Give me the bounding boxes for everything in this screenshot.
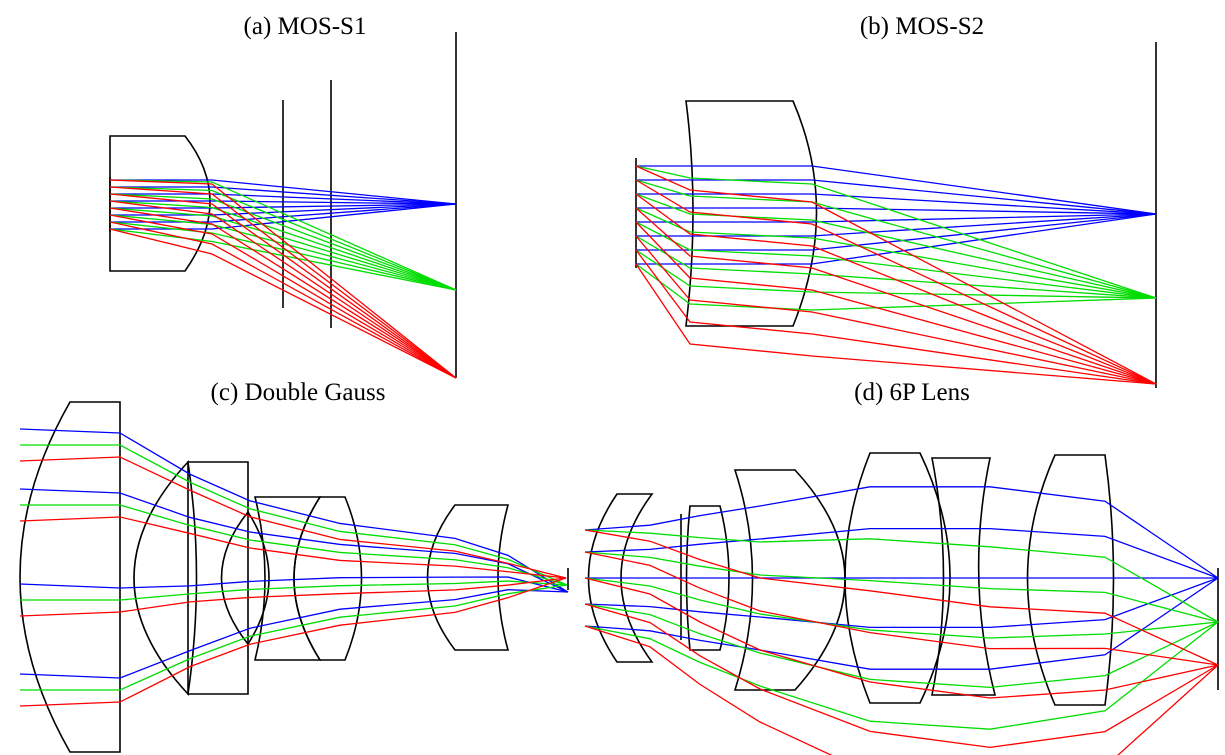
panel-b-title: (b) MOS-S2: [859, 13, 985, 40]
panel-c-title: (c) Double Gauss: [210, 379, 386, 406]
panel-d-ray: [584, 551, 1219, 623]
panel-b-ray: [636, 165, 1157, 215]
panel-c-ray: [20, 444, 568, 586]
panel-b-diagram: [635, 42, 1157, 388]
panel-c-ray: [20, 584, 568, 691]
panel-b-ray: [635, 221, 1157, 299]
panel-b-ray: [635, 207, 1157, 299]
panel-d-title: (d) 6P Lens: [854, 379, 970, 406]
panel-a-ray: [109, 193, 457, 379]
panel-d-ray: [584, 577, 1219, 629]
panel-a-ray: [110, 200, 457, 205]
panel-c-ray: [20, 504, 568, 586]
panel-c-element-6: [293, 496, 363, 661]
panel-b-ray: [635, 165, 1157, 299]
panel-a-ray: [109, 207, 457, 379]
panel-d-ray: [584, 621, 1219, 730]
panel-d-ray: [584, 625, 1219, 755]
panel-c-rays: [19, 428, 569, 707]
panel-c-ray: [19, 516, 567, 579]
panel-a-ray: [109, 221, 457, 379]
panel-d-ray: [584, 603, 1219, 689]
panel-a-ray: [109, 193, 457, 291]
panel-b-ray: [635, 235, 1157, 385]
panel-a-ray: [109, 186, 457, 379]
panel-d-ray: [584, 486, 1219, 579]
panel-c-element-3: [187, 461, 249, 695]
panel-d-ray: [584, 577, 1219, 639]
panel-c-ray: [19, 577, 567, 707]
panel-b-ray: [636, 193, 1157, 215]
panel-b-ray: [635, 193, 1157, 385]
panel-a-ray: [109, 200, 457, 379]
panel-d-element-2: [685, 505, 730, 651]
panel-a-ray: [110, 186, 457, 205]
panel-c-ray: [19, 488, 569, 593]
panel-c-ray: [19, 428, 569, 593]
panel-c-ray: [19, 456, 567, 579]
panel-b-ray: [635, 179, 1157, 299]
panel-a-ray: [109, 214, 457, 379]
panel-b-ray: [635, 165, 1157, 385]
panel-c-element-4: [220, 510, 270, 646]
panel-d-element-5: [931, 457, 997, 696]
panel-c-ray: [19, 576, 569, 593]
panel-b-ray: [636, 207, 1157, 215]
panel-a-ray: [109, 228, 457, 379]
panel-d-ray: [584, 527, 1219, 579]
panel-d-element-4: [844, 452, 951, 704]
panel-a-ray: [110, 203, 457, 223]
panel-c-diagram: [19, 401, 569, 753]
panel-a-ray: [110, 179, 457, 205]
panel-b-ray: [635, 235, 1157, 299]
panel-a-ray: [109, 221, 457, 291]
panel-a-rays: [109, 179, 457, 379]
panel-d-rays: [584, 486, 1219, 755]
panel-a-ray: [110, 203, 457, 216]
panel-a-title: (a) MOS-S1: [243, 13, 367, 40]
panel-d-diagram: [584, 452, 1219, 755]
panel-b-ray: [635, 221, 1157, 385]
panel-b-ray: [635, 207, 1157, 385]
panel-c-ray: [19, 577, 567, 617]
panel-a-ray: [109, 179, 457, 379]
panel-a-diagram: [109, 32, 457, 379]
panel-d-ray: [584, 577, 1219, 670]
panel-b-ray: [636, 213, 1157, 265]
panel-c-element-2: [133, 459, 189, 697]
panel-d-ray: [584, 551, 1219, 666]
panel-b-rays: [635, 165, 1157, 385]
panel-c-element-1: [19, 401, 121, 753]
panel-a-ray: [109, 200, 457, 291]
panel-b-ray: [636, 213, 1157, 223]
panel-d-element-3: [733, 469, 846, 691]
panel-d-ray: [584, 577, 1219, 699]
panel-c-ray: [20, 580, 568, 601]
panel-d-ray: [584, 529, 1219, 623]
panel-a-ray: [109, 228, 457, 291]
panel-d-ray: [584, 603, 1219, 749]
panel-b-ray: [635, 179, 1157, 385]
panel-b-ray: [635, 249, 1157, 299]
panel-b-ray: [635, 249, 1157, 385]
panel-c-ray: [19, 589, 569, 679]
panel-d-element-6: [1026, 454, 1115, 706]
panel-a-ray: [109, 179, 457, 291]
panel-b-ray: [635, 263, 1157, 385]
panel-b-lens: [685, 100, 818, 327]
panel-a-ray: [109, 186, 457, 291]
panel-a-ray: [109, 207, 457, 291]
panel-d-ray: [584, 529, 1219, 666]
panel-b-ray: [636, 179, 1157, 215]
panel-b-ray: [635, 193, 1157, 299]
